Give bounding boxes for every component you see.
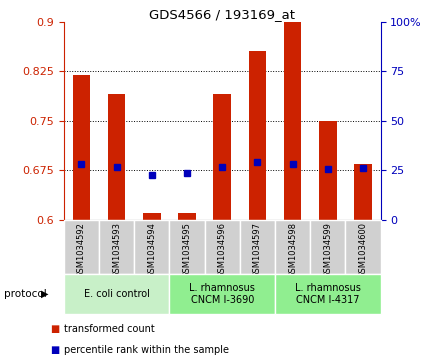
Bar [310,220,345,274]
Text: transformed count: transformed count [64,323,154,334]
Text: protocol: protocol [4,289,47,299]
Bar [205,220,240,274]
Bar [275,220,310,274]
Text: ▶: ▶ [41,289,49,299]
Text: L. rhamnosus
CNCM I-4317: L. rhamnosus CNCM I-4317 [295,283,361,305]
Text: ■: ■ [51,323,60,334]
Text: GSM1034595: GSM1034595 [183,222,191,278]
Text: L. rhamnosus
CNCM I-3690: L. rhamnosus CNCM I-3690 [189,283,255,305]
Text: GSM1034599: GSM1034599 [323,222,332,278]
Title: GDS4566 / 193169_at: GDS4566 / 193169_at [149,8,295,21]
Bar [108,94,125,220]
Text: percentile rank within the sample: percentile rank within the sample [64,345,229,355]
Bar [64,274,169,314]
Bar [169,220,205,274]
Text: GSM1034592: GSM1034592 [77,222,86,278]
Bar [143,213,161,220]
Bar [249,52,266,220]
Bar [178,213,196,220]
Bar [240,220,275,274]
Bar [345,220,381,274]
Bar [64,220,99,274]
Text: GSM1034598: GSM1034598 [288,222,297,278]
Bar [213,94,231,220]
Text: GSM1034593: GSM1034593 [112,222,121,278]
Bar [354,164,372,220]
Text: GSM1034594: GSM1034594 [147,222,156,278]
Bar [73,74,90,220]
Text: GSM1034596: GSM1034596 [218,222,227,278]
Bar [99,220,134,274]
Bar [134,220,169,274]
Text: ■: ■ [51,345,60,355]
Text: E. coli control: E. coli control [84,289,150,299]
Bar [275,274,381,314]
Bar [284,22,301,220]
Text: GSM1034600: GSM1034600 [359,222,367,278]
Bar [319,121,337,220]
Text: GSM1034597: GSM1034597 [253,222,262,278]
Bar [169,274,275,314]
